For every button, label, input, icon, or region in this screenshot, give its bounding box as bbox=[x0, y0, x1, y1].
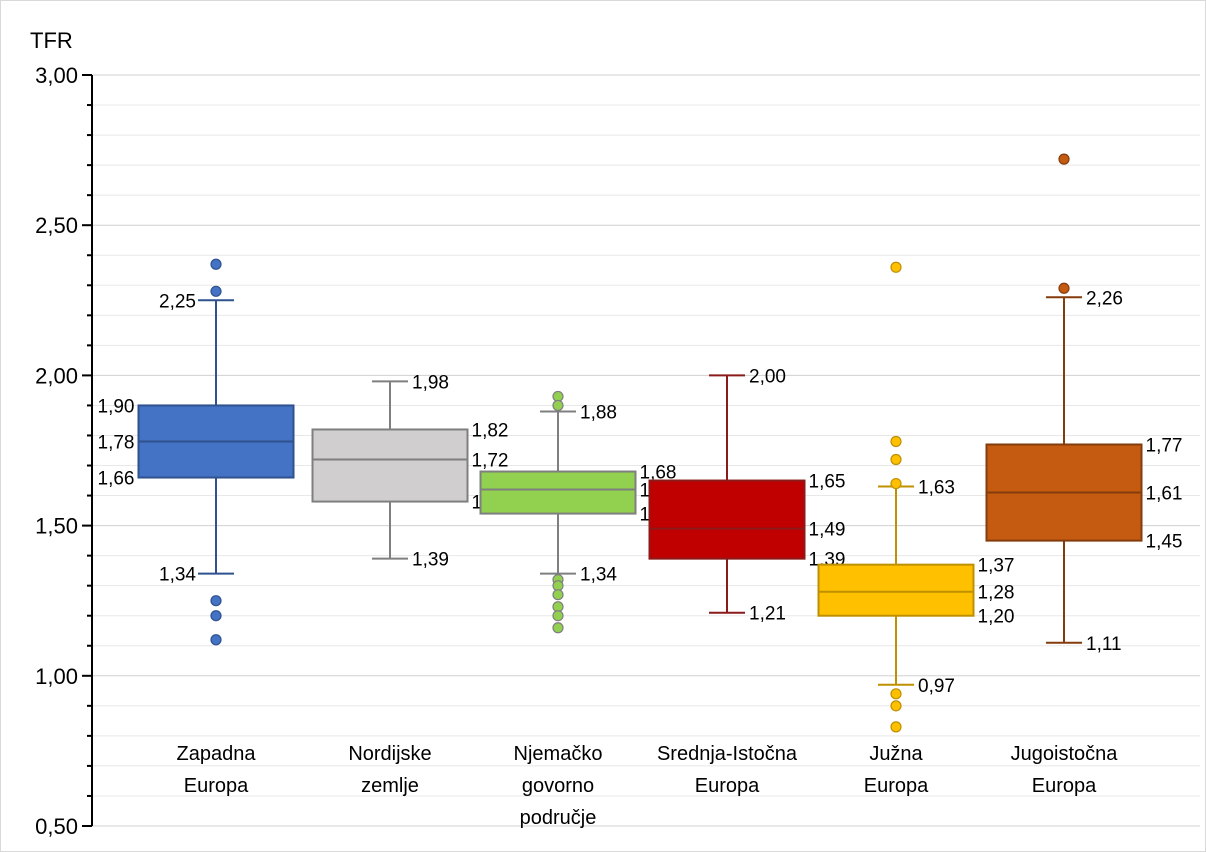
outlier-point bbox=[890, 700, 902, 712]
label-median: 1,78 bbox=[98, 432, 135, 453]
box-group: 1,63 1,37 1,28 1,20 0,97 Južna Europa bbox=[817, 261, 1015, 797]
label-whisker-high: 1,88 bbox=[580, 402, 617, 423]
category-label: Europa bbox=[864, 775, 929, 797]
label-q3: 1,90 bbox=[98, 396, 135, 417]
outlier-point bbox=[552, 399, 564, 412]
label-whisker-low: 1,34 bbox=[580, 565, 617, 586]
category-label: Južna bbox=[869, 743, 923, 765]
outlier-point bbox=[552, 622, 564, 634]
outlier-point bbox=[210, 634, 222, 646]
label-whisker-high: 1,98 bbox=[412, 372, 449, 393]
label-whisker-low: 1,11 bbox=[1086, 634, 1122, 655]
category-label: Njemačko bbox=[514, 743, 603, 765]
outlier-point bbox=[210, 595, 222, 607]
y-tick-label: 2,00 bbox=[35, 363, 78, 388]
outlier-point bbox=[890, 477, 902, 490]
category-label: područje bbox=[520, 807, 597, 829]
outlier-point bbox=[890, 261, 902, 273]
outlier-point bbox=[210, 610, 222, 622]
box bbox=[479, 470, 637, 515]
outlier-point bbox=[1058, 282, 1070, 294]
category-label: Srednja-Istočna bbox=[657, 743, 798, 765]
outlier-point bbox=[890, 453, 902, 466]
label-whisker-high: 2,25 bbox=[159, 291, 196, 312]
outlier-point bbox=[552, 610, 564, 622]
y-axis: 3,00 2,50 2,00 1,50 1,00 0,50 bbox=[35, 63, 93, 839]
category-label: Europa bbox=[695, 775, 760, 797]
y-tick-label: 0,50 bbox=[35, 814, 78, 839]
label-whisker-high: 2,00 bbox=[749, 366, 786, 387]
label-median: 1,28 bbox=[978, 583, 1015, 604]
label-q3: 1,65 bbox=[809, 472, 846, 493]
category-label: govorno bbox=[522, 775, 594, 797]
y-axis-title: TFR bbox=[30, 28, 73, 53]
label-q3: 1,82 bbox=[472, 420, 509, 441]
label-whisker-low: 1,39 bbox=[412, 550, 449, 571]
outlier-point bbox=[210, 285, 222, 297]
label-q1: 1,66 bbox=[98, 469, 135, 490]
category-label: zemlje bbox=[361, 775, 419, 797]
label-whisker-high: 2,26 bbox=[1086, 288, 1123, 309]
label-median: 1,61 bbox=[1146, 484, 1183, 505]
label-whisker-low: 0,97 bbox=[918, 676, 955, 697]
outlier-point bbox=[890, 435, 902, 448]
label-q3: 1,37 bbox=[978, 556, 1015, 577]
category-label: Europa bbox=[1032, 775, 1097, 797]
y-tick-label: 1,00 bbox=[35, 664, 78, 689]
box-group: 2,25 1,90 1,78 1,66 1,34 Zapadna Europa bbox=[98, 258, 295, 797]
box-group: 2,001,651,491,391,21Srednja-IstočnaEurop… bbox=[648, 366, 846, 797]
y-tick-label: 3,00 bbox=[35, 63, 78, 88]
box bbox=[817, 563, 975, 617]
box-group: 2,26 1,77 1,61 1,45 1,11 Jugoistočna Europa bbox=[985, 153, 1183, 797]
label-median: 1,72 bbox=[472, 451, 509, 472]
category-label: Jugoistočna bbox=[1011, 743, 1119, 765]
category-label: Nordijske bbox=[348, 743, 431, 765]
outlier-point bbox=[1058, 153, 1070, 165]
outlier-point bbox=[890, 688, 902, 700]
outlier-point bbox=[890, 721, 902, 733]
label-q3: 1,68 bbox=[640, 463, 677, 484]
y-tick-label: 2,50 bbox=[35, 213, 78, 238]
outlier-point bbox=[210, 258, 222, 270]
box-groups: 2,25 1,90 1,78 1,66 1,34 Zapadna Europa 1,98 1,8… bbox=[98, 153, 1183, 829]
label-whisker-low: 1,34 bbox=[159, 565, 196, 586]
label-q1: 1,20 bbox=[978, 607, 1015, 628]
label-whisker-high: 1,63 bbox=[918, 478, 955, 499]
outlier-point bbox=[552, 589, 564, 601]
box bbox=[648, 479, 806, 560]
y-tick-label: 1,50 bbox=[35, 514, 78, 539]
category-label: Zapadna bbox=[177, 743, 257, 765]
label-median: 1,49 bbox=[809, 520, 846, 541]
label-q3: 1,77 bbox=[1146, 435, 1183, 456]
label-whisker-low: 1,21 bbox=[749, 604, 786, 625]
box bbox=[311, 428, 469, 503]
category-label: Europa bbox=[184, 775, 249, 797]
label-q1: 1,45 bbox=[1146, 532, 1183, 553]
